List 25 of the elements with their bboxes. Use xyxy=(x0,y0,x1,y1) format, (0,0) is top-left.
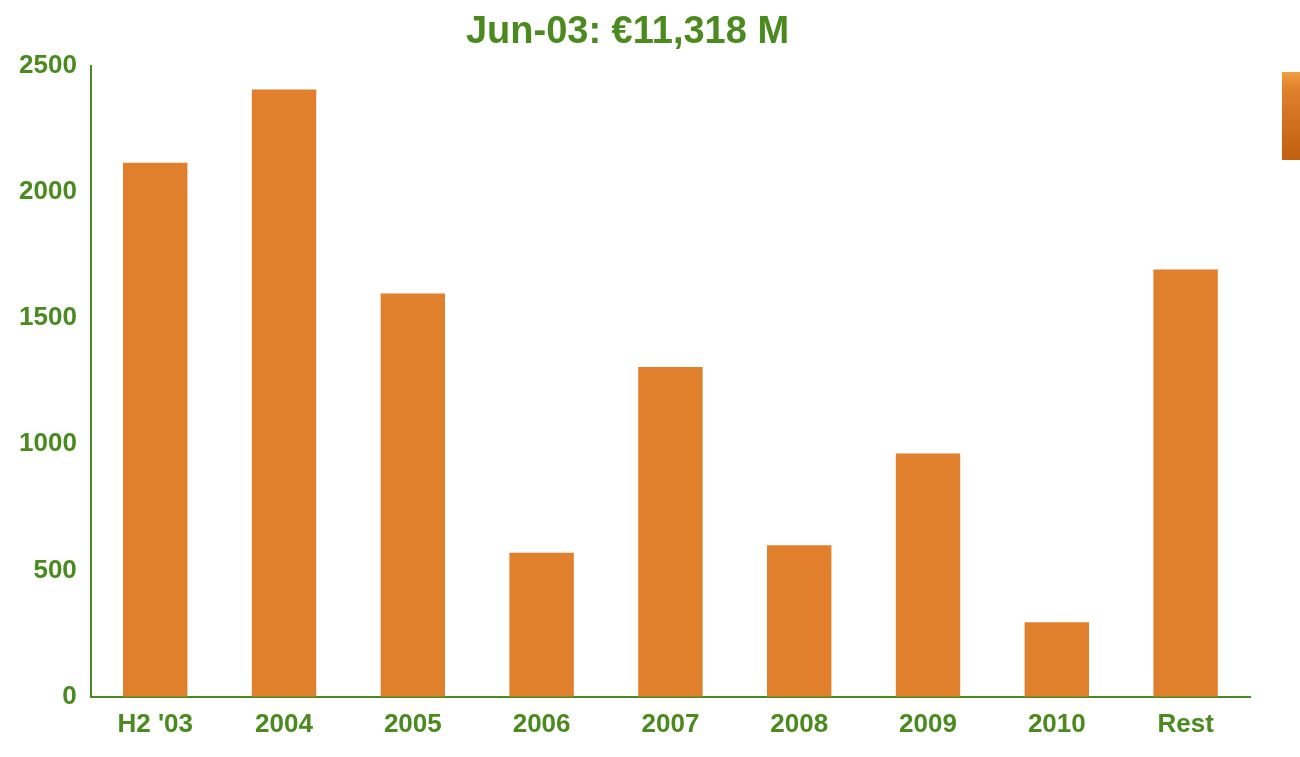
bar xyxy=(251,89,317,697)
bar xyxy=(123,162,188,697)
bar xyxy=(638,367,703,697)
x-tick-label: 2004 xyxy=(255,707,314,738)
y-tick-label: 1000 xyxy=(19,427,77,458)
y-tick-label: 2500 xyxy=(19,48,77,79)
bar xyxy=(1153,269,1218,697)
y-tick-label: 0 xyxy=(62,679,77,710)
bar xyxy=(509,552,574,697)
y-tick-label: 500 xyxy=(33,553,77,584)
bar xyxy=(767,545,832,697)
x-tick-label: 2006 xyxy=(512,707,571,738)
chart-title: Jun-03: €11,318 M xyxy=(465,9,790,52)
x-tick-label: Rest xyxy=(1157,707,1215,738)
x-tick-label: 2009 xyxy=(899,707,957,738)
x-tick-label: 2007 xyxy=(641,707,700,738)
bar xyxy=(380,293,446,697)
x-tick-label: 2008 xyxy=(770,707,829,738)
x-tick-label: H2 '03 xyxy=(117,707,194,738)
bar xyxy=(895,453,961,697)
bar xyxy=(1024,622,1090,697)
x-tick-label: 2005 xyxy=(383,707,442,738)
x-tick-label: 2010 xyxy=(1027,707,1086,738)
y-tick-label: 1500 xyxy=(19,301,77,332)
y-tick-label: 2000 xyxy=(19,175,77,206)
